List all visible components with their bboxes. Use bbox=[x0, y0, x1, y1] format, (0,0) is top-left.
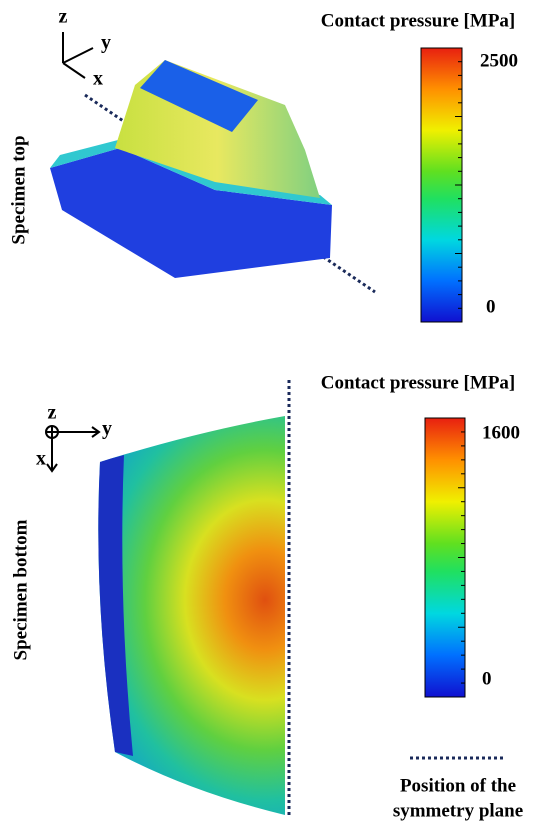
colorbar-title: Contact pressure [MPa] bbox=[321, 372, 516, 393]
colorbar-max: 1600 bbox=[482, 422, 520, 443]
axis-z: z bbox=[48, 402, 57, 424]
side-label: Specimen top bbox=[8, 135, 29, 244]
axis-y: y bbox=[102, 418, 112, 440]
colorbar-max: 2500 bbox=[480, 50, 518, 71]
side-label: Specimen bottom bbox=[10, 519, 31, 660]
axis-z: z bbox=[59, 6, 68, 28]
colorbar-title: Contact pressure [MPa] bbox=[321, 10, 516, 31]
colorbar-min: 0 bbox=[482, 668, 492, 689]
colorbar-min: 0 bbox=[486, 296, 496, 317]
axis-x: x bbox=[93, 68, 103, 90]
triad-bottom bbox=[45, 425, 101, 473]
axis-x: x bbox=[36, 448, 46, 470]
triad-top bbox=[62, 32, 94, 79]
base bbox=[50, 148, 332, 278]
colorbar-ticks bbox=[455, 47, 462, 323]
axis-y: y bbox=[101, 32, 111, 54]
colorbar-ticks bbox=[458, 417, 465, 698]
pad bbox=[140, 60, 258, 132]
legend-text: symmetry plane bbox=[393, 800, 523, 821]
edge-band bbox=[98, 455, 133, 756]
legend-text: Position of the bbox=[400, 775, 516, 796]
bottom-contour bbox=[98, 416, 285, 815]
